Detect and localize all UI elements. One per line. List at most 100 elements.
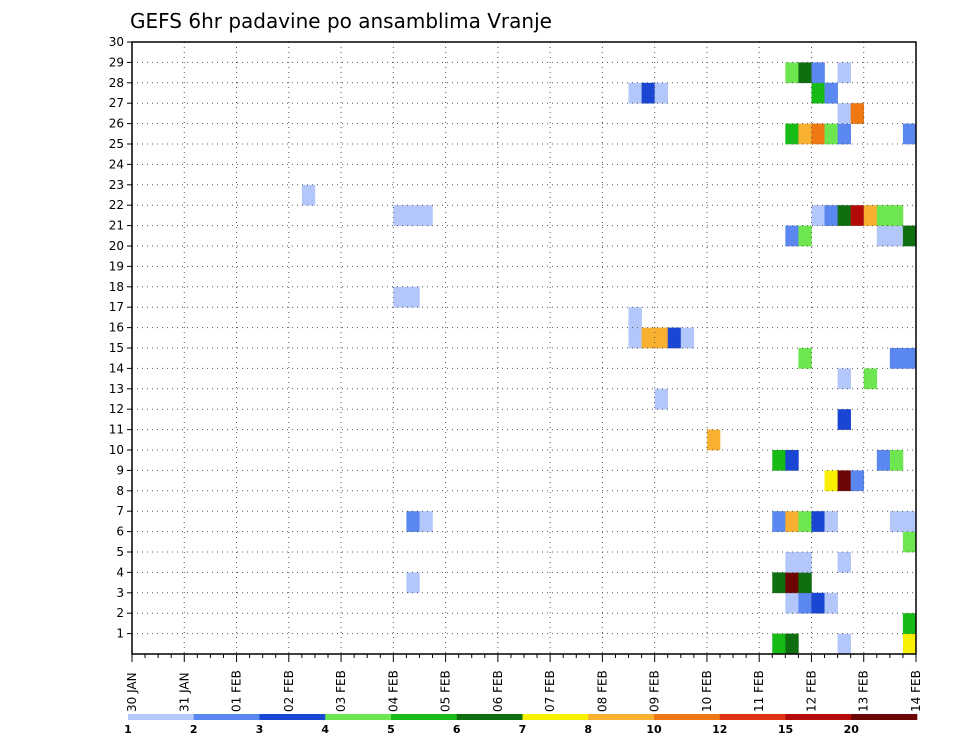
legend-label: 20 bbox=[844, 723, 860, 736]
data-cell bbox=[837, 633, 851, 655]
x-tick-label: 12 FEB bbox=[804, 670, 818, 712]
x-tick-label: 13 FEB bbox=[857, 670, 871, 712]
y-tick-label: 22 bbox=[109, 198, 124, 212]
data-cell bbox=[301, 184, 316, 206]
data-cell bbox=[876, 205, 891, 226]
data-cell bbox=[798, 511, 812, 532]
data-cell bbox=[798, 225, 812, 247]
data-cell bbox=[393, 205, 407, 226]
x-axis: 30 JAN 31 JAN 01 FEB 02 FEB 03 FEB 04 FEB 05 F… bbox=[125, 654, 923, 712]
legend-swatch bbox=[588, 714, 655, 720]
data-cell bbox=[772, 633, 786, 655]
data-cell bbox=[406, 286, 420, 308]
data-cell bbox=[837, 470, 851, 492]
data-cell bbox=[772, 572, 786, 594]
data-cell bbox=[824, 511, 838, 532]
x-tick-label: 04 FEB bbox=[386, 670, 400, 712]
y-tick-label: 26 bbox=[109, 117, 124, 131]
y-tick-label: 29 bbox=[109, 55, 124, 69]
data-cell bbox=[837, 368, 851, 390]
legend-swatch bbox=[325, 714, 392, 720]
y-tick-label: 4 bbox=[116, 565, 124, 579]
legend-label: 15 bbox=[778, 723, 793, 736]
y-tick-label: 2 bbox=[116, 606, 124, 620]
x-tick-label: 30 JAN bbox=[125, 672, 139, 712]
data-cell bbox=[654, 327, 669, 349]
data-cell bbox=[406, 205, 420, 226]
data-cell bbox=[628, 327, 642, 349]
chart-title: GEFS 6hr padavine po ansamblima Vranje bbox=[130, 9, 552, 33]
legend-swatch bbox=[259, 714, 326, 720]
data-cell bbox=[798, 348, 812, 369]
y-tick-label: 20 bbox=[109, 239, 124, 253]
data-cell bbox=[824, 123, 838, 145]
y-tick-label: 9 bbox=[116, 463, 124, 477]
y-tick-label: 3 bbox=[116, 586, 124, 600]
x-tick-label: 09 FEB bbox=[648, 670, 662, 712]
legend-swatch bbox=[522, 714, 589, 720]
data-cell bbox=[811, 205, 825, 226]
data-cell bbox=[837, 552, 851, 573]
legend-label: 10 bbox=[646, 723, 662, 736]
x-tick-label: 05 FEB bbox=[439, 670, 453, 712]
y-tick-label: 10 bbox=[109, 443, 124, 457]
data-cell bbox=[641, 82, 655, 104]
y-tick-label: 6 bbox=[116, 525, 124, 539]
legend-label: 7 bbox=[519, 723, 527, 736]
data-cell bbox=[902, 633, 917, 655]
y-tick-label: 5 bbox=[116, 545, 124, 559]
legend-label: 4 bbox=[321, 723, 329, 736]
y-tick-label: 18 bbox=[109, 280, 124, 294]
x-tick-label: 07 FEB bbox=[543, 670, 557, 712]
x-tick-label: 03 FEB bbox=[334, 670, 348, 712]
data-cell bbox=[667, 327, 682, 349]
legend-swatch bbox=[128, 714, 195, 720]
x-tick-label: 31 JAN bbox=[177, 672, 191, 712]
y-tick-label: 1 bbox=[116, 627, 124, 641]
data-cell bbox=[419, 205, 433, 226]
data-cell bbox=[811, 123, 825, 145]
data-cell bbox=[785, 552, 799, 573]
legend-label: 12 bbox=[712, 723, 727, 736]
data-cell bbox=[785, 592, 799, 614]
data-cell bbox=[772, 511, 786, 532]
legend-swatch bbox=[193, 714, 260, 720]
data-cell bbox=[902, 613, 917, 634]
data-cell bbox=[850, 205, 865, 226]
data-cell bbox=[785, 572, 799, 594]
data-cells bbox=[301, 62, 917, 655]
legend-label: 5 bbox=[387, 723, 395, 736]
data-cell bbox=[798, 62, 812, 84]
data-cell bbox=[837, 123, 851, 145]
data-cell bbox=[785, 225, 799, 247]
data-cell bbox=[406, 572, 420, 594]
y-tick-label: 27 bbox=[109, 96, 124, 110]
data-cell bbox=[824, 205, 838, 226]
data-cell bbox=[785, 633, 799, 655]
legend: 1 2 3 4 5 6 7 8 10 12 15 20 bbox=[124, 714, 918, 736]
data-cell bbox=[406, 511, 420, 532]
data-cell bbox=[628, 307, 642, 328]
plot-frame bbox=[131, 41, 917, 655]
y-tick-label: 19 bbox=[109, 259, 124, 273]
data-cell bbox=[419, 511, 433, 532]
y-tick-label: 15 bbox=[109, 341, 124, 355]
data-cell bbox=[889, 450, 904, 471]
legend-swatch bbox=[719, 714, 786, 720]
data-cell bbox=[902, 123, 917, 145]
data-cell bbox=[798, 123, 812, 145]
data-cell bbox=[706, 429, 721, 451]
y-tick-label: 13 bbox=[109, 382, 124, 396]
x-tick-label: 10 FEB bbox=[700, 670, 714, 712]
data-cell bbox=[889, 205, 904, 226]
grid bbox=[132, 42, 916, 654]
data-cell bbox=[889, 511, 904, 532]
data-cell bbox=[785, 62, 799, 84]
x-tick-label: 02 FEB bbox=[282, 670, 296, 712]
x-tick-label: 01 FEB bbox=[230, 670, 244, 712]
y-axis: 1234567891011121314151617181920212223242… bbox=[109, 35, 132, 641]
data-cell bbox=[850, 103, 865, 124]
data-cell bbox=[811, 592, 825, 614]
x-tick-label: 11 FEB bbox=[752, 670, 766, 712]
